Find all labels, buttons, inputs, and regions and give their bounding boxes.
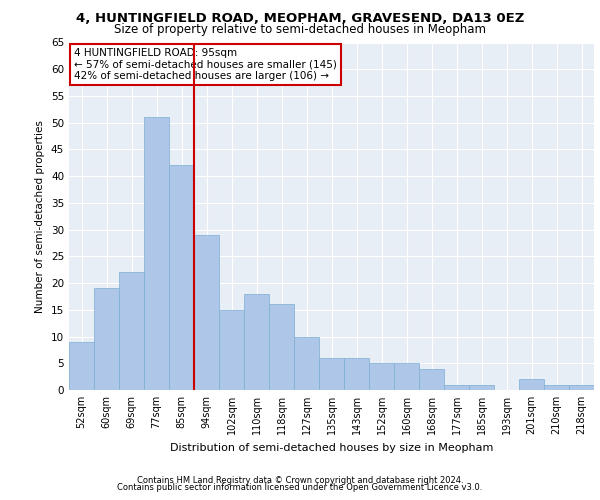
Y-axis label: Number of semi-detached properties: Number of semi-detached properties bbox=[35, 120, 46, 312]
Bar bbox=[419, 368, 444, 390]
Bar bbox=[94, 288, 119, 390]
Bar bbox=[269, 304, 294, 390]
Text: 4, HUNTINGFIELD ROAD, MEOPHAM, GRAVESEND, DA13 0EZ: 4, HUNTINGFIELD ROAD, MEOPHAM, GRAVESEND… bbox=[76, 12, 524, 26]
Bar bbox=[319, 358, 344, 390]
Bar bbox=[144, 118, 169, 390]
Bar bbox=[519, 380, 544, 390]
Bar bbox=[394, 364, 419, 390]
Text: Contains HM Land Registry data © Crown copyright and database right 2024.: Contains HM Land Registry data © Crown c… bbox=[137, 476, 463, 485]
Bar bbox=[69, 342, 94, 390]
X-axis label: Distribution of semi-detached houses by size in Meopham: Distribution of semi-detached houses by … bbox=[170, 442, 493, 452]
Bar bbox=[119, 272, 144, 390]
Bar bbox=[244, 294, 269, 390]
Text: 4 HUNTINGFIELD ROAD: 95sqm
← 57% of semi-detached houses are smaller (145)
42% o: 4 HUNTINGFIELD ROAD: 95sqm ← 57% of semi… bbox=[74, 48, 337, 81]
Bar bbox=[194, 235, 219, 390]
Text: Size of property relative to semi-detached houses in Meopham: Size of property relative to semi-detach… bbox=[114, 22, 486, 36]
Bar bbox=[294, 336, 319, 390]
Bar bbox=[369, 364, 394, 390]
Bar bbox=[469, 384, 494, 390]
Bar bbox=[344, 358, 369, 390]
Text: Contains public sector information licensed under the Open Government Licence v3: Contains public sector information licen… bbox=[118, 484, 482, 492]
Bar bbox=[169, 166, 194, 390]
Bar bbox=[444, 384, 469, 390]
Bar bbox=[569, 384, 594, 390]
Bar bbox=[544, 384, 569, 390]
Bar bbox=[219, 310, 244, 390]
